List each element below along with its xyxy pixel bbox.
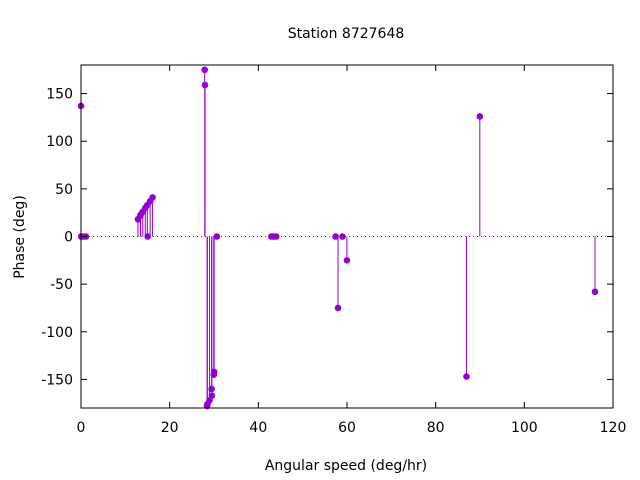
x-tick-label: 120 bbox=[600, 420, 627, 436]
data-point bbox=[213, 233, 221, 240]
x-tick-label: 80 bbox=[427, 420, 445, 436]
y-tick-label: -50 bbox=[50, 277, 73, 293]
data-point bbox=[210, 368, 218, 376]
data-point bbox=[272, 233, 280, 240]
data-point bbox=[208, 385, 215, 393]
y-tick-label: 0 bbox=[64, 230, 73, 246]
x-tick-label: 0 bbox=[77, 420, 86, 436]
y-axis: -150 -100 -50 0 50 100 150 bbox=[41, 87, 613, 388]
y-axis-label: Phase (deg) bbox=[12, 195, 28, 279]
chart-title: Station 8727648 bbox=[288, 26, 405, 42]
y-tick-label: -100 bbox=[41, 325, 73, 341]
x-axis-label: Angular speed (deg/hr) bbox=[265, 458, 427, 474]
data-point bbox=[463, 373, 470, 380]
data-point bbox=[591, 288, 599, 296]
data-point bbox=[332, 233, 339, 240]
y-tick-label: 100 bbox=[46, 134, 73, 150]
impulse-layer bbox=[80, 69, 596, 407]
x-tick-label: 40 bbox=[249, 420, 267, 436]
data-point bbox=[201, 81, 209, 89]
data-point bbox=[339, 233, 346, 240]
x-tick-label: 60 bbox=[338, 420, 356, 436]
point-layer bbox=[77, 66, 599, 410]
data-point bbox=[144, 233, 151, 240]
x-tick-label: 20 bbox=[161, 420, 179, 436]
y-tick-label: 50 bbox=[55, 182, 73, 198]
x-axis: 0 20 40 60 80 100 120 bbox=[77, 65, 627, 436]
data-point bbox=[149, 194, 156, 201]
data-point bbox=[208, 392, 216, 399]
data-point bbox=[334, 304, 342, 312]
data-point bbox=[476, 113, 484, 120]
data-point bbox=[201, 66, 208, 74]
y-tick-label: -150 bbox=[41, 372, 73, 388]
data-point bbox=[343, 257, 351, 264]
y-tick-label: 150 bbox=[46, 87, 73, 103]
x-tick-label: 100 bbox=[511, 420, 538, 436]
